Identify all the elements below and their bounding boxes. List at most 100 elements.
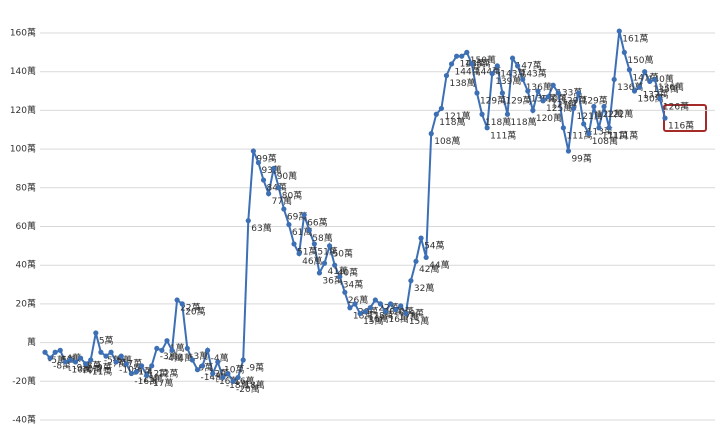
point — [194, 367, 201, 373]
point — [347, 305, 353, 311]
point — [454, 53, 460, 59]
y-tick-label: 120萬 — [10, 104, 36, 116]
data-label: 150萬 — [627, 54, 653, 66]
point — [52, 349, 58, 355]
data-label: 121萬 — [444, 110, 470, 122]
point — [626, 67, 633, 73]
point — [570, 105, 577, 112]
data-label: 20萬 — [358, 305, 378, 317]
data-label: -17萬 — [150, 377, 174, 389]
point — [205, 347, 211, 353]
data-label: 32萬 — [414, 282, 434, 294]
data-label: 54萬 — [424, 240, 444, 252]
data-label: -18萬 — [241, 379, 265, 391]
point — [555, 90, 561, 96]
y-tick-label: 80萬 — [16, 181, 36, 193]
data-label: 18萬 — [373, 309, 393, 321]
point — [306, 227, 312, 233]
point — [164, 338, 170, 344]
data-label: 136萬 — [526, 81, 552, 93]
data-label: -8萬 — [84, 360, 102, 372]
point — [393, 307, 399, 313]
data-label: 15萬 — [363, 315, 383, 327]
point — [636, 84, 643, 90]
y-tick-label: 160萬 — [10, 27, 36, 39]
data-label: 118萬 — [510, 116, 536, 128]
line — [44, 30, 666, 383]
point — [357, 310, 363, 317]
point — [296, 250, 302, 257]
data-label: 130萬 — [638, 93, 664, 105]
y-tick-label: 140萬 — [10, 65, 36, 77]
data-label: -5萬 — [48, 354, 66, 366]
point — [565, 148, 572, 154]
data-label: -14萬 — [200, 371, 224, 383]
data-label: 118萬 — [439, 116, 465, 128]
point — [235, 374, 241, 381]
point — [418, 235, 424, 241]
point — [230, 378, 236, 384]
point — [88, 357, 94, 363]
data-label: -3萬 — [190, 350, 208, 362]
plot: -40萬 -20萬 萬 20萬 40萬 60萬 80萬 100萬 120萬 140萬 160萬 -5萬… — [10, 27, 715, 426]
data-label: 147萬 — [516, 60, 542, 72]
data-label: 40萬 — [338, 267, 358, 279]
data-label: 108萬 — [434, 135, 460, 147]
point — [504, 111, 511, 117]
data-label: 46萬 — [302, 255, 322, 267]
point — [210, 370, 216, 377]
data-label: 125萬 — [546, 102, 572, 114]
point — [225, 370, 231, 377]
data-label: 99萬 — [256, 153, 276, 165]
point — [362, 309, 368, 315]
point — [372, 297, 378, 303]
data-label: 113萬 — [587, 125, 613, 137]
data-label: 63萬 — [251, 222, 271, 234]
data-label: 20萬 — [383, 305, 403, 317]
point — [98, 349, 104, 355]
point — [199, 363, 206, 369]
point — [123, 361, 129, 367]
point — [83, 361, 89, 367]
point — [367, 305, 373, 311]
point — [337, 274, 343, 280]
data-label: -11萬 — [89, 365, 113, 377]
point — [601, 103, 607, 110]
point — [606, 125, 612, 131]
data-label: -4萬 — [211, 352, 229, 364]
data-label: 144萬 — [455, 65, 481, 77]
data-label: 127萬 — [551, 98, 577, 110]
data-label: -5萬 — [58, 354, 76, 366]
data-label: 143萬 — [500, 67, 526, 79]
point — [423, 254, 429, 261]
y-tick-label: 40萬 — [16, 259, 36, 271]
point — [535, 88, 541, 94]
data-label: 93萬 — [261, 164, 281, 176]
data-label: 16萬 — [368, 313, 388, 325]
data-label: 58萬 — [312, 232, 332, 244]
point — [474, 90, 480, 96]
point — [276, 185, 282, 191]
data-label: -10萬 — [78, 363, 102, 375]
point — [377, 301, 384, 307]
point — [169, 347, 175, 353]
data-label: -7萬 — [124, 358, 142, 370]
data-label: -9萬 — [94, 362, 112, 374]
point — [489, 71, 495, 77]
point — [469, 61, 475, 67]
data-label: 122萬 — [597, 108, 623, 120]
point — [448, 61, 455, 67]
point — [428, 131, 434, 137]
point — [93, 330, 99, 336]
point — [479, 111, 485, 117]
point — [266, 191, 272, 197]
point — [113, 359, 119, 365]
point — [438, 105, 444, 112]
data-label: 66萬 — [307, 216, 327, 228]
data-label: 20萬 — [185, 305, 205, 317]
point — [301, 212, 307, 218]
data-label: 129萬 — [561, 94, 587, 106]
data-label: 111萬 — [490, 129, 516, 141]
data-label: -4萬 — [165, 352, 183, 364]
